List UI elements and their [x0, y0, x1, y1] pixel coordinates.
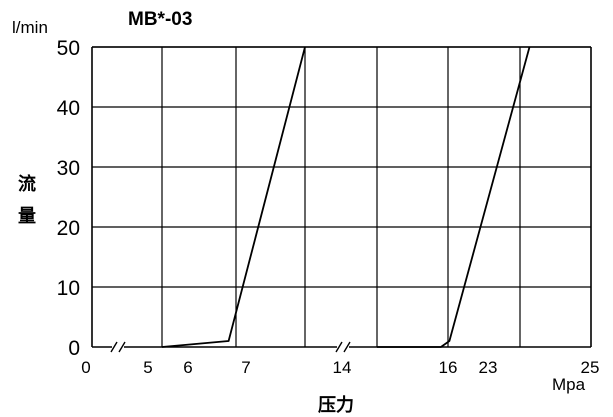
x-tick-label: 25 [581, 358, 600, 377]
x-axis-label: 压力 [318, 395, 354, 416]
x-unit-label: Mpa [552, 375, 586, 394]
x-tick-label: 23 [479, 358, 498, 377]
x-tick-labels: 0 5 6 7 14 16 23 25 [81, 358, 599, 377]
x-tick-label: 0 [81, 358, 90, 377]
y-axis-label-char-2: 量 [18, 205, 36, 227]
axis-breaks [110, 341, 351, 353]
axis-break-mark [110, 341, 118, 353]
y-tick-label: 0 [68, 337, 80, 360]
chart-title: MB*-03 [128, 9, 192, 30]
y-tick-label: 30 [57, 157, 80, 180]
y-tick-label: 20 [57, 217, 80, 240]
plot-frame [91, 46, 592, 348]
series-line [377, 46, 531, 348]
y-axis-label-char-1: 流 [18, 173, 36, 195]
x-tick-label: 16 [439, 358, 458, 377]
axis-break-mark [118, 341, 126, 353]
y-unit-label: l/min [12, 18, 48, 37]
x-tick-label: 6 [183, 358, 192, 377]
axis-break-mark [343, 341, 351, 353]
series-lines [161, 46, 531, 348]
x-tick-label: 14 [333, 358, 352, 377]
y-tick-labels: 0 10 20 30 40 50 [57, 37, 80, 360]
x-tick-label: 7 [241, 358, 250, 377]
y-tick-label: 10 [57, 277, 80, 300]
grid [92, 46, 591, 347]
y-tick-label: 50 [57, 37, 80, 60]
series-line [161, 46, 306, 348]
axis-break-mark [335, 341, 343, 353]
x-tick-label: 5 [143, 358, 152, 377]
y-tick-label: 40 [57, 97, 80, 120]
